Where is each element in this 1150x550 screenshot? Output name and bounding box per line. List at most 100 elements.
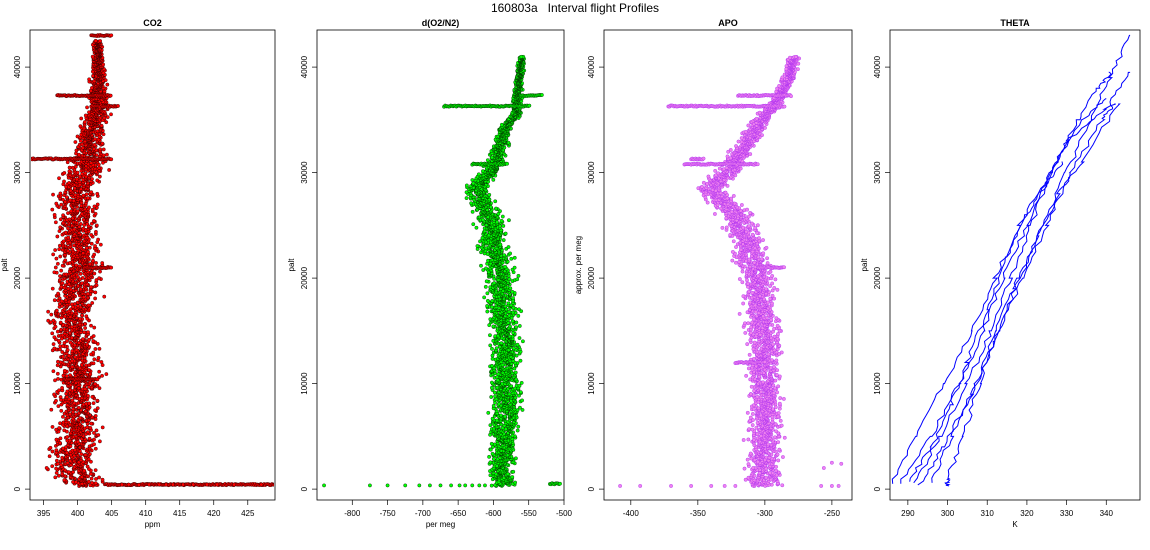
data-point bbox=[80, 172, 85, 176]
data-point bbox=[95, 377, 100, 382]
data-point bbox=[84, 314, 89, 319]
data-point bbox=[71, 470, 75, 474]
data-point bbox=[205, 482, 209, 487]
data-point bbox=[79, 116, 84, 121]
data-point bbox=[93, 408, 97, 413]
data-point bbox=[493, 394, 498, 399]
data-point bbox=[57, 296, 62, 301]
data-point bbox=[515, 428, 520, 433]
data-point bbox=[46, 309, 51, 314]
data-point bbox=[51, 252, 56, 257]
data-point bbox=[508, 251, 513, 256]
data-point bbox=[500, 381, 505, 386]
data-point bbox=[61, 239, 66, 244]
data-point bbox=[51, 342, 56, 347]
data-point bbox=[96, 355, 101, 360]
data-point bbox=[81, 251, 86, 256]
data-point bbox=[495, 220, 499, 225]
data-point bbox=[84, 192, 89, 197]
data-point bbox=[92, 252, 97, 257]
data-point bbox=[510, 433, 515, 438]
data-point bbox=[83, 322, 88, 326]
data-point bbox=[83, 453, 88, 457]
data-point bbox=[81, 337, 85, 341]
data-point bbox=[97, 165, 102, 170]
data-point bbox=[53, 324, 58, 329]
data-point bbox=[54, 471, 59, 475]
data-point bbox=[73, 140, 78, 144]
data-point bbox=[62, 179, 66, 184]
y-tick-label: 40000 bbox=[13, 55, 22, 78]
data-point bbox=[67, 169, 72, 174]
data-point bbox=[489, 441, 494, 446]
data-point bbox=[276, 483, 279, 486]
data-point bbox=[58, 225, 63, 230]
data-point bbox=[85, 430, 90, 435]
data-point bbox=[49, 312, 54, 317]
data-point bbox=[52, 298, 57, 303]
data-point bbox=[484, 266, 488, 271]
data-point bbox=[488, 333, 492, 338]
data-point bbox=[58, 254, 63, 259]
data-point bbox=[62, 341, 67, 345]
data-point bbox=[518, 358, 523, 363]
data-point bbox=[78, 124, 83, 129]
data-point bbox=[56, 461, 60, 466]
data-point bbox=[503, 231, 508, 236]
data-point bbox=[90, 54, 95, 59]
data-point bbox=[65, 435, 70, 439]
data-point bbox=[97, 174, 102, 179]
data-point bbox=[101, 147, 106, 152]
data-point bbox=[279, 483, 282, 486]
x-tick-label: -700 bbox=[415, 509, 432, 518]
data-point bbox=[93, 290, 98, 295]
data-point bbox=[511, 346, 516, 351]
data-point bbox=[75, 134, 80, 139]
data-point bbox=[93, 468, 98, 473]
data-point bbox=[58, 274, 62, 278]
data-point bbox=[55, 363, 60, 368]
x-tick-label: -750 bbox=[380, 509, 397, 518]
data-point bbox=[26, 157, 29, 160]
data-point bbox=[80, 313, 84, 318]
data-point bbox=[137, 483, 141, 487]
data-point bbox=[499, 218, 504, 223]
data-point bbox=[88, 471, 93, 476]
data-point bbox=[481, 169, 485, 174]
data-point bbox=[90, 301, 95, 305]
data-point bbox=[62, 478, 67, 482]
data-point bbox=[278, 482, 281, 485]
plot-frame bbox=[29, 29, 276, 501]
data-point bbox=[83, 326, 87, 330]
data-point bbox=[89, 459, 93, 464]
data-point bbox=[92, 219, 96, 223]
data-point bbox=[469, 201, 474, 206]
data-point bbox=[87, 401, 91, 406]
data-point bbox=[59, 268, 64, 273]
data-point bbox=[490, 416, 495, 421]
x-tick-label: -600 bbox=[485, 509, 502, 518]
data-point bbox=[505, 472, 510, 476]
data-point bbox=[68, 373, 72, 378]
data-point bbox=[57, 302, 62, 306]
data-point bbox=[518, 405, 522, 410]
data-point bbox=[105, 82, 110, 87]
data-point bbox=[56, 473, 61, 478]
data-point bbox=[44, 466, 49, 470]
data-point bbox=[97, 346, 102, 351]
data-point bbox=[512, 255, 517, 260]
x-tick-label: 420 bbox=[207, 509, 221, 518]
data-point bbox=[92, 437, 96, 442]
data-point bbox=[490, 363, 494, 368]
data-point bbox=[70, 349, 75, 354]
data-point bbox=[509, 256, 514, 261]
data-point bbox=[485, 291, 490, 296]
data-point bbox=[98, 439, 102, 444]
data-point bbox=[85, 464, 90, 469]
data-point bbox=[60, 263, 65, 268]
data-point bbox=[514, 456, 518, 461]
data-point bbox=[470, 178, 475, 182]
data-point bbox=[503, 414, 507, 419]
data-point bbox=[488, 317, 493, 322]
